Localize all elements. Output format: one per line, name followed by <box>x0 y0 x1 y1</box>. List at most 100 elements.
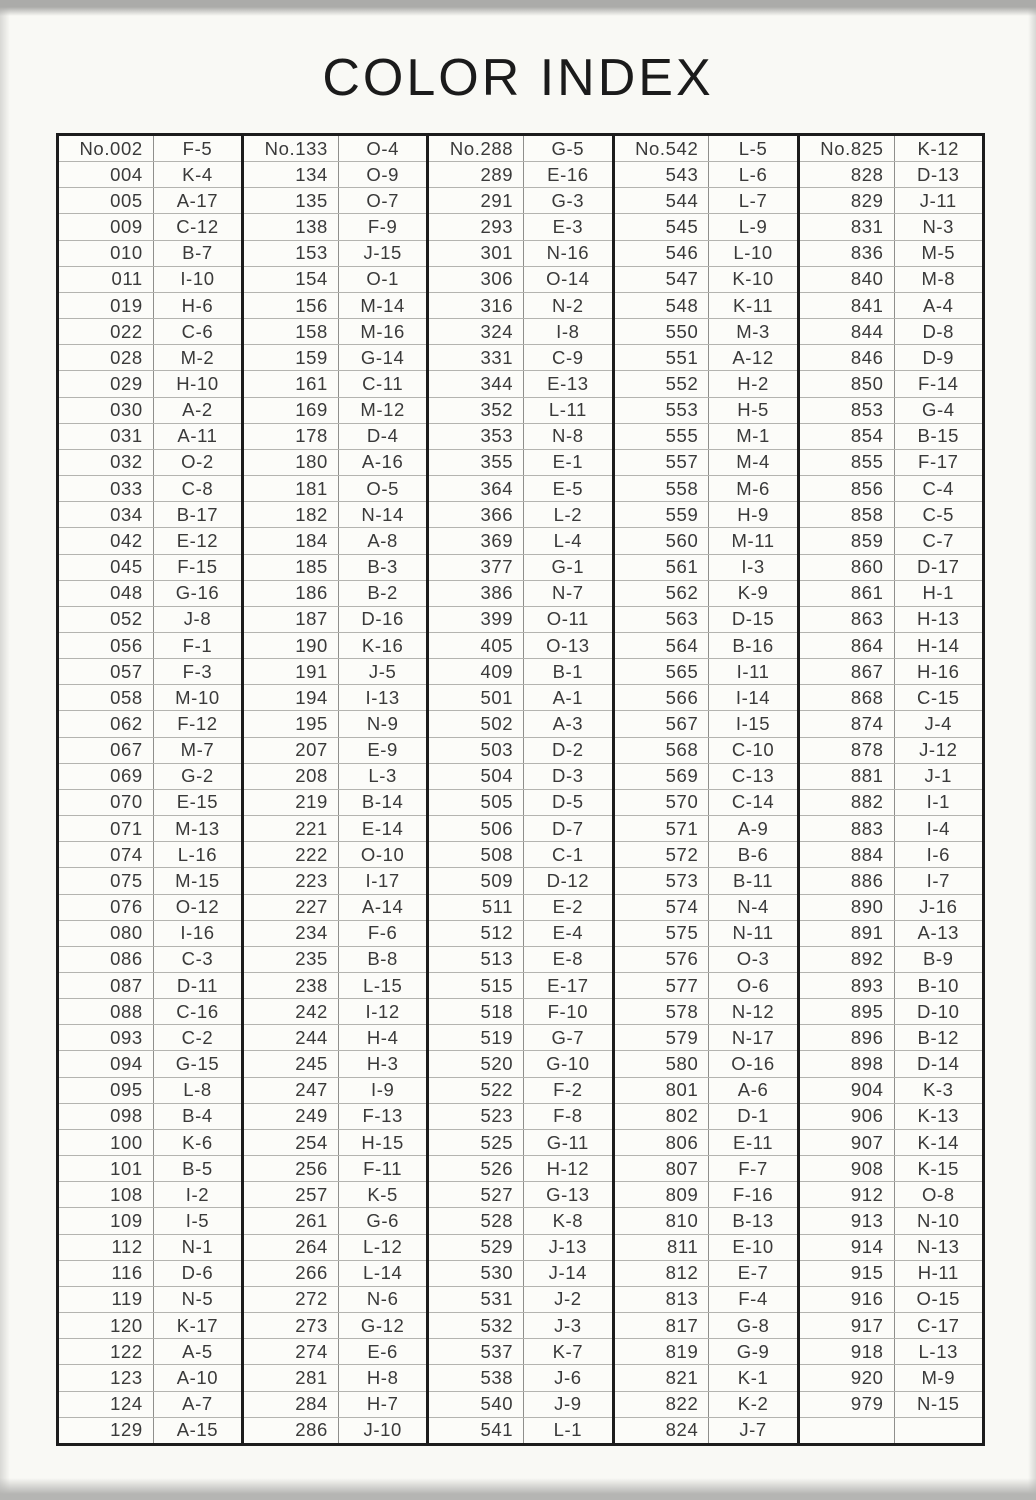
table-row: 552 H-2 <box>614 371 797 398</box>
color-number-cell: 563 <box>615 606 710 632</box>
table-row: 844 D-8 <box>799 319 983 346</box>
color-code-cell: O-3 <box>736 948 770 970</box>
color-number-cell: 249 <box>244 1103 339 1129</box>
table-row: 386 N-7 <box>429 580 612 607</box>
color-code-cell: I-2 <box>185 1183 210 1205</box>
color-number-cell: 095 <box>59 1077 154 1103</box>
color-code-cell: M-3 <box>736 320 770 342</box>
color-number-cell: 550 <box>615 319 710 345</box>
color-number-cell: 821 <box>615 1365 710 1391</box>
color-code-cell: O-15 <box>916 1288 961 1310</box>
table-column: No.133 O-4 134 O-9 135 O-7 138 F-9 153 J-15 154 O-1… <box>244 136 430 1443</box>
color-code-cell: L-16 <box>177 843 218 865</box>
table-row: 916 O-15 <box>799 1286 983 1314</box>
color-number-cell: 286 <box>244 1417 339 1443</box>
color-number-cell: 561 <box>615 554 710 580</box>
color-number-cell: 272 <box>244 1286 339 1313</box>
table-row: 917 C-17 <box>799 1313 983 1340</box>
table-row: 836 M-5 <box>799 240 983 267</box>
color-code-cell: F-17 <box>918 451 959 473</box>
table-row: 182 N-14 <box>244 502 427 529</box>
color-code-cell: B-17 <box>176 503 219 525</box>
color-number-cell: 886 <box>800 868 895 894</box>
color-code-cell: N-12 <box>731 1000 775 1022</box>
table-row: 867 H-16 <box>799 659 983 686</box>
table-row: 031 A-11 <box>59 423 242 450</box>
color-number-cell: 156 <box>244 292 339 319</box>
color-code-cell: E-11 <box>733 1131 774 1153</box>
table-row: 540 J-9 <box>429 1391 612 1418</box>
table-row: 855 F-17 <box>799 449 983 477</box>
color-number-cell: 005 <box>59 188 154 214</box>
table-row: 882 I-1 <box>799 789 983 817</box>
table-row: 561 I-3 <box>614 554 797 581</box>
color-code-cell: D-10 <box>917 1000 960 1022</box>
color-code-cell: I-15 <box>735 713 771 735</box>
table-row: 123 A-10 <box>59 1365 242 1392</box>
color-code-cell: L-2 <box>553 503 583 525</box>
table-row: 161 C-11 <box>244 371 427 398</box>
color-number-cell: 840 <box>800 266 895 292</box>
table-row: 254 H-15 <box>244 1129 427 1157</box>
color-number-cell: 186 <box>244 580 339 606</box>
table-row: 075 M-15 <box>59 868 242 895</box>
color-code-cell: N-7 <box>552 582 584 604</box>
color-number-cell: 553 <box>615 397 710 423</box>
color-number-cell: 850 <box>800 371 895 397</box>
table-row: 555 M-1 <box>614 423 797 450</box>
table-row: 080 I-16 <box>59 920 242 947</box>
color-code-cell: O-6 <box>736 974 770 996</box>
color-code-cell: N-3 <box>922 216 955 238</box>
color-number-cell: 918 <box>800 1339 895 1365</box>
color-code-cell: D-13 <box>917 163 960 185</box>
color-code-cell: I-17 <box>365 869 400 891</box>
table-row: 822 K-2 <box>614 1391 797 1418</box>
color-number-cell: 829 <box>800 188 895 214</box>
table-row: 159 G-14 <box>244 345 427 372</box>
color-number-cell: 836 <box>800 240 895 266</box>
color-code-cell: E-16 <box>547 163 589 185</box>
color-code-cell: F-12 <box>177 713 218 735</box>
color-code-cell: G-2 <box>181 765 214 787</box>
table-row: 537 K-7 <box>429 1339 612 1366</box>
color-code-cell: L-12 <box>362 1236 403 1258</box>
color-number-cell: 513 <box>429 946 525 972</box>
table-row: 811 E-10 <box>614 1234 797 1261</box>
color-number-cell: 916 <box>800 1286 895 1313</box>
table-row: 369 L-4 <box>429 528 612 555</box>
table-row: 802 D-1 <box>614 1103 797 1130</box>
table-row: 878 J-12 <box>799 737 983 764</box>
table-row: 806 E-11 <box>614 1129 797 1157</box>
color-code-cell: J-16 <box>919 896 958 918</box>
table-row: 086 C-3 <box>59 946 242 973</box>
table-row: No.542 L-5 <box>614 136 797 163</box>
color-number-cell: 284 <box>244 1391 339 1417</box>
color-number-cell: 187 <box>244 606 339 632</box>
color-number-cell: 266 <box>244 1260 339 1286</box>
table-row: 525 G-11 <box>429 1129 612 1157</box>
color-number-cell: 293 <box>429 214 525 240</box>
color-number-cell: 912 <box>800 1182 895 1208</box>
color-code-cell: H-3 <box>366 1053 399 1075</box>
table-row: 122 A-5 <box>59 1339 242 1366</box>
color-number-cell: 503 <box>429 737 525 763</box>
color-code-cell: A-12 <box>732 346 774 368</box>
color-number-cell: 153 <box>244 240 339 266</box>
color-code-cell: I-16 <box>180 922 215 944</box>
color-code-cell: O-13 <box>546 634 590 656</box>
table-row: 853 G-4 <box>799 397 983 424</box>
table-row: 010 B-7 <box>59 240 242 267</box>
color-code-cell: B-6 <box>737 843 769 865</box>
table-row: 501 A-1 <box>429 685 612 712</box>
color-number-cell: 570 <box>615 789 710 816</box>
color-code-cell: D-14 <box>917 1053 960 1075</box>
table-row: 178 D-4 <box>244 423 427 450</box>
color-code-cell: A-16 <box>361 451 404 473</box>
color-code-cell: K-12 <box>917 137 960 159</box>
color-number-cell: 515 <box>429 973 525 999</box>
color-code-cell: B-8 <box>367 948 398 970</box>
color-number-cell: 569 <box>615 763 710 789</box>
table-row: 056 F-1 <box>59 632 242 660</box>
color-number-cell: 032 <box>59 449 154 476</box>
